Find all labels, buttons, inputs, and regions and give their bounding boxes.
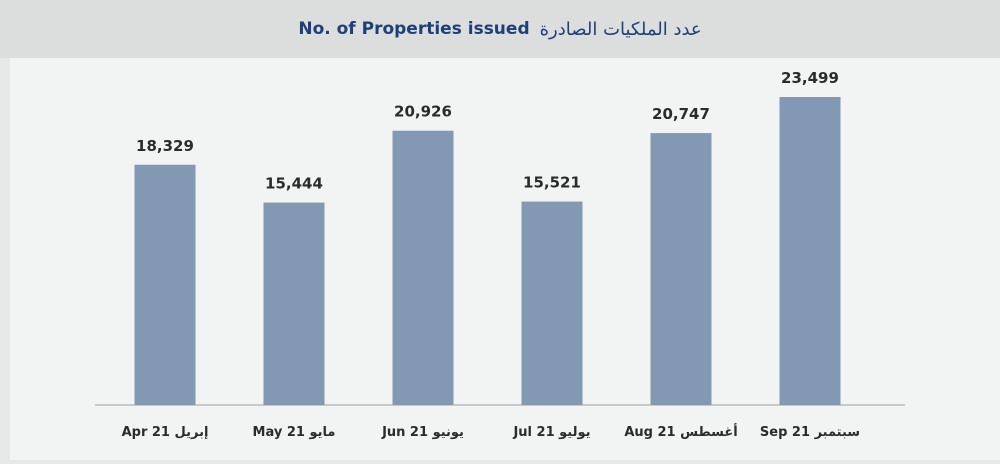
bar-3 xyxy=(392,130,454,405)
value-label-3: 20,926 xyxy=(394,103,452,121)
value-label-6: 23,499 xyxy=(781,69,839,87)
category-label-6: Sep 21 سبتمبر xyxy=(760,425,860,440)
value-label-1: 18,329 xyxy=(136,137,194,155)
category-label-1: Apr 21 إبريل xyxy=(122,425,209,440)
bar-1 xyxy=(134,164,196,405)
bar-4 xyxy=(521,201,583,405)
category-label-3: Jun 21 يونيو xyxy=(381,425,464,440)
value-label-2: 15,444 xyxy=(265,175,323,193)
chart-title-arabic: عدد الملكيات الصادرة xyxy=(539,18,702,40)
category-label-5: Aug 21 أغسطس xyxy=(624,423,737,440)
value-label-5: 20,747 xyxy=(652,105,710,123)
bar-2 xyxy=(263,202,325,405)
chart-title: No. of Properties issued xyxy=(298,19,530,39)
value-label-4: 15,521 xyxy=(523,174,581,192)
category-label-2: May 21 مايو xyxy=(253,425,336,440)
bar-6 xyxy=(779,97,841,405)
category-label-4: Jul 21 يوليو xyxy=(512,425,590,440)
bars-group: 18,329 Apr 21 إبريل 15,444 May 21 مايو 20,92… xyxy=(122,69,861,440)
bar-5 xyxy=(650,133,712,405)
chart-title-bar: No. of Properties issued عدد الملكيات ال… xyxy=(0,0,1000,58)
